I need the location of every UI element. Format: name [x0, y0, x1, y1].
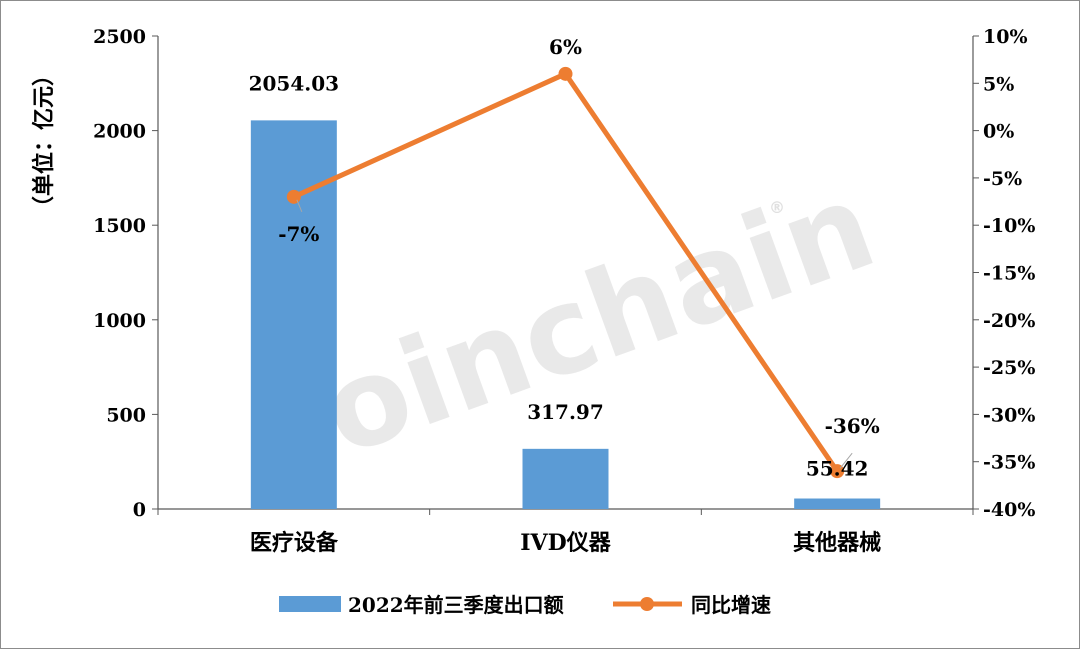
left-y-tick-label: 2000 [93, 121, 146, 143]
bar [522, 448, 609, 509]
right-y-tick-label: -40% [983, 499, 1035, 521]
right-y-tick-label: -15% [983, 263, 1035, 285]
legend: 2022年前三季度出口额 同比增速 [279, 593, 771, 617]
line-value-label: -7% [278, 222, 319, 246]
bar-value-label: 55.42 [806, 457, 869, 481]
legend-line-label: 同比增速 [691, 593, 771, 617]
left-y-tick-label: 2500 [93, 26, 146, 48]
axes-group: 0 500 1000 1500 2000 2500 10% 5% 0% -5% -10% -15% -2… [93, 26, 1035, 556]
legend-bar-label: 2022年前三季度出口额 [348, 593, 564, 617]
line-value-label: -36% [825, 414, 880, 438]
right-y-tick-label: -25% [983, 357, 1035, 379]
x-tick-label: 医疗设备 [250, 530, 339, 556]
right-y-tick-label: -5% [983, 168, 1022, 190]
right-y-tick-label: -35% [983, 452, 1035, 474]
left-y-tick-label: 500 [106, 404, 146, 426]
growth-point [558, 66, 573, 81]
line-value-label: 6% [549, 35, 582, 59]
right-y-tick-label: 5% [983, 73, 1014, 95]
label-leader-line [296, 199, 303, 213]
right-y-tick-label: 0% [983, 121, 1014, 143]
left-y-tick-label: 0 [133, 499, 146, 521]
left-y-tick-label: 1000 [93, 310, 146, 332]
y-axis-label: （单位：亿元） [31, 64, 57, 218]
bar-value-label: 317.97 [527, 400, 604, 424]
label-leader-line [839, 452, 853, 469]
right-y-tick-label: 10% [983, 26, 1028, 48]
data-labels-group: 2054.03 317.97 55.42 -7% 6% -36% [249, 35, 880, 481]
x-tick-label: 其他器械 [793, 530, 881, 556]
legend-line-marker [640, 597, 654, 611]
watermark-registered-mark: ® [769, 198, 785, 217]
bar-value-label: 2054.03 [249, 71, 339, 95]
right-y-tick-label: -10% [983, 215, 1035, 237]
x-tick-label: IVD仪器 [520, 530, 611, 556]
right-y-tick-label: -30% [983, 404, 1035, 426]
line-group [286, 66, 845, 479]
bar [794, 498, 881, 509]
legend-bar-swatch [279, 596, 341, 612]
growth-point [286, 189, 301, 204]
right-y-tick-label: -20% [983, 310, 1035, 332]
bar [250, 120, 337, 509]
left-y-tick-label: 1500 [93, 215, 146, 237]
